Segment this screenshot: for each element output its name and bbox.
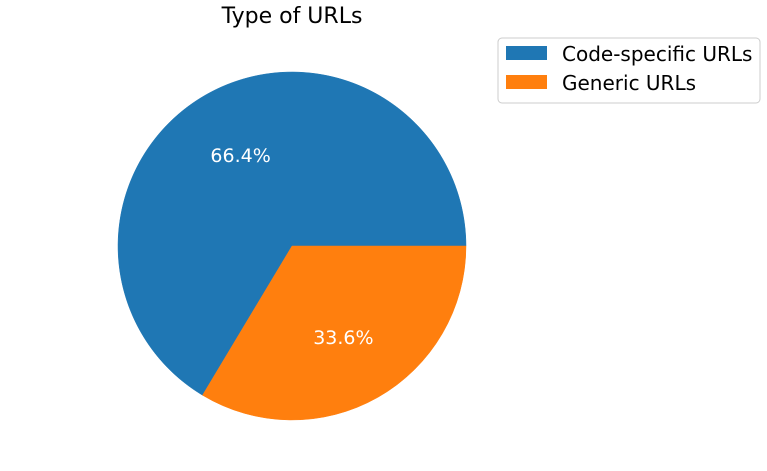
pie-slice-generic-urls	[202, 245, 467, 421]
pie-slice-label-code-specific-urls: 66.4%	[210, 145, 270, 167]
legend-label-generic-urls: Generic URLs	[562, 71, 696, 95]
pie-slice-label-generic-urls: 33.6%	[313, 327, 373, 349]
legend-swatch-code-specific-urls	[506, 46, 547, 60]
legend-frame	[497, 37, 761, 104]
pie-slices	[117, 71, 467, 421]
legend: Code-specific URLs Generic URLs	[497, 37, 761, 104]
legend-swatch-generic-urls	[506, 75, 547, 89]
pie-slice-code-specific-urls	[117, 71, 467, 396]
pie-slice-labels: 66.4% 33.6%	[210, 145, 373, 349]
chart-title: Type of URLs	[221, 4, 363, 29]
legend-label-code-specific-urls: Code-specific URLs	[562, 42, 752, 66]
